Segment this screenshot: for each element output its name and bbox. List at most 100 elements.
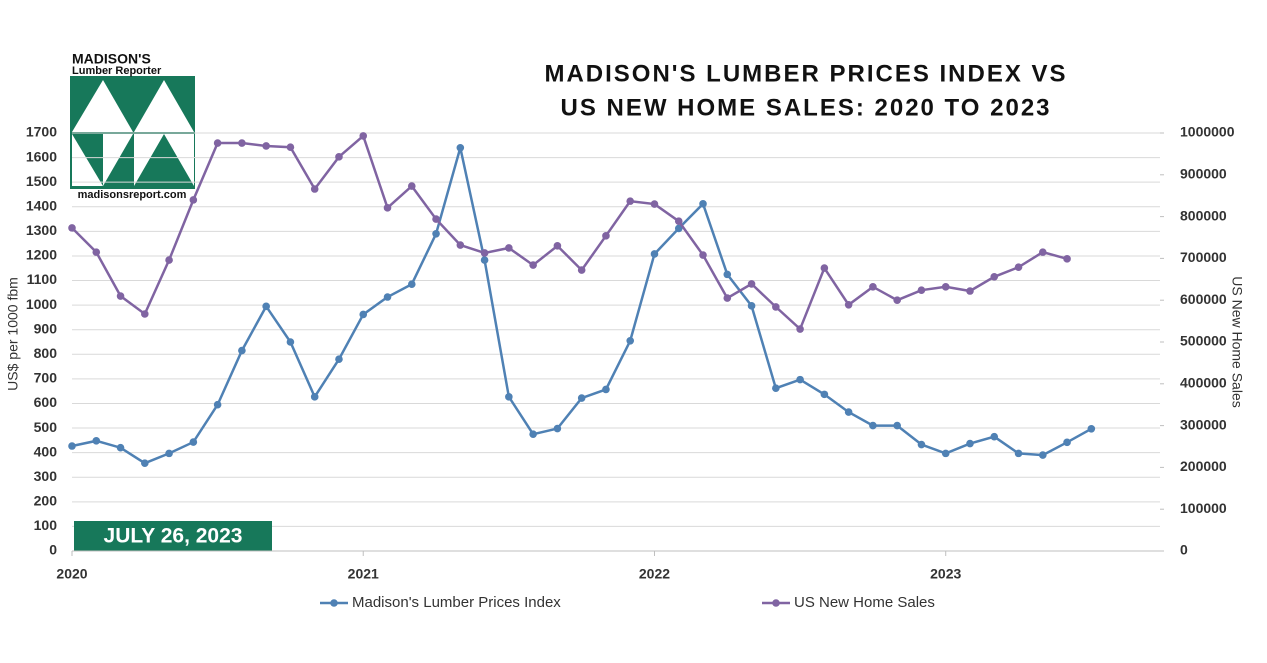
data-point: [335, 153, 343, 161]
legend-marker: [330, 599, 338, 607]
logo-name: MADISON'S: [72, 51, 151, 67]
data-point: [213, 139, 222, 147]
legend-marker: [772, 599, 780, 607]
data-point: [917, 440, 926, 449]
data-point: [456, 143, 465, 152]
data-point: [407, 280, 416, 289]
data-point: [796, 375, 804, 384]
data-point: [335, 355, 343, 364]
data-point: [869, 421, 877, 430]
data-point: [699, 251, 707, 259]
data-point: [650, 250, 659, 258]
data-point: [602, 385, 610, 394]
data-point: [262, 302, 270, 311]
y-tick-label: 1100: [27, 271, 58, 287]
y2-tick-label: 400000: [1180, 375, 1227, 391]
data-point: [941, 283, 950, 291]
data-point: [577, 266, 586, 274]
y-tick-label: 400: [34, 443, 58, 459]
data-point: [602, 232, 610, 240]
data-point: [674, 224, 683, 233]
y-tick-label: 300: [34, 468, 58, 484]
data-point: [480, 249, 489, 257]
data-point: [213, 400, 222, 409]
data-point: [650, 200, 659, 208]
data-point: [359, 310, 368, 319]
data-point: [893, 421, 901, 430]
y2-tick-label: 600000: [1180, 291, 1227, 307]
data-point: [286, 143, 295, 152]
logo-header: [70, 52, 195, 76]
y-axis-title: US$ per 1000 fbm: [5, 277, 21, 391]
y-tick-label: 1400: [26, 197, 57, 213]
y2-tick-label: 200000: [1180, 458, 1227, 474]
y2-tick-label: 700000: [1180, 249, 1227, 265]
y2-axis-title: US New Home Sales: [1229, 276, 1245, 408]
x-tick-label: 2022: [639, 566, 670, 582]
data-point: [747, 280, 756, 288]
data-point: [1039, 451, 1047, 459]
date-badge: [74, 521, 272, 551]
logo-subtitle: Lumber Reporter: [72, 65, 162, 77]
logo-shape: [72, 134, 103, 186]
y-tick-label: 1600: [26, 148, 57, 164]
data-point: [820, 390, 829, 399]
y2-tick-label: 300000: [1180, 416, 1227, 432]
data-point: [262, 142, 270, 150]
logo-shape: [134, 134, 164, 186]
data-point: [529, 261, 537, 269]
date-label: JULY 26, 2023: [104, 525, 243, 548]
data-point: [820, 264, 829, 272]
y2-tick-label: 800000: [1180, 207, 1227, 223]
series-line: [71, 133, 1068, 332]
data-point: [383, 204, 392, 212]
data-point: [553, 424, 562, 433]
data-point: [1087, 424, 1096, 433]
data-point: [844, 300, 853, 309]
y-tick-label: 200: [34, 493, 58, 509]
x-tick-label: 2021: [348, 566, 379, 582]
data-point: [772, 384, 780, 393]
data-point: [553, 242, 562, 250]
y-tick-label: 0: [49, 542, 57, 558]
y2-tick-label: 1000000: [1180, 124, 1235, 140]
y-tick-label: 100: [34, 517, 58, 533]
data-point: [990, 272, 999, 281]
data-point: [1063, 255, 1071, 263]
data-point: [407, 182, 416, 190]
data-point: [68, 224, 76, 232]
y2-tick-label: 0: [1180, 542, 1188, 558]
data-point: [480, 256, 489, 264]
y-tick-label: 700: [34, 370, 58, 386]
y-tick-label: 1300: [26, 222, 57, 238]
data-point: [505, 393, 513, 401]
data-point: [92, 248, 101, 256]
y-tick-label: 1000: [26, 296, 57, 312]
data-point: [844, 408, 853, 416]
data-point: [674, 217, 683, 225]
data-point: [456, 241, 465, 249]
x-tick-label: 2023: [930, 566, 961, 582]
data-point: [189, 196, 198, 204]
logo: MADISON'S Lumber Reporter madisonsreport…: [70, 51, 195, 201]
data-point: [577, 394, 586, 402]
data-point: [238, 346, 246, 355]
logo-url: madisonsreport.com: [78, 189, 187, 201]
y-tick-label: 900: [34, 320, 58, 336]
data-point: [310, 185, 319, 193]
legend-label: US New Home Sales: [794, 594, 935, 611]
data-point: [1063, 438, 1071, 447]
data-point: [723, 294, 732, 302]
data-point: [141, 459, 149, 468]
y-tick-label: 1200: [26, 247, 57, 263]
data-point: [359, 132, 368, 140]
data-point: [238, 139, 246, 147]
data-point: [432, 215, 440, 223]
logo-shape: [103, 134, 133, 186]
data-point: [626, 336, 635, 345]
data-point: [68, 442, 76, 450]
data-point: [383, 293, 392, 301]
y-tick-label: 1500: [26, 173, 57, 189]
data-point: [92, 437, 101, 445]
data-point: [529, 430, 537, 439]
